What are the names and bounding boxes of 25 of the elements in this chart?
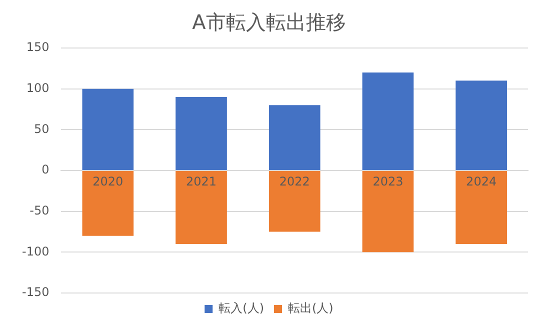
bar <box>456 171 507 244</box>
bar <box>268 105 320 170</box>
bar <box>176 97 227 170</box>
bar <box>268 171 320 232</box>
x-tick-label: 2022 <box>279 174 310 189</box>
y-tick-label: 50 <box>34 122 50 136</box>
y-tick-label: -100 <box>22 244 50 258</box>
bar <box>176 171 227 244</box>
y-tick-label: -50 <box>30 203 50 218</box>
y-tick-label: 0 <box>42 162 50 177</box>
y-tick-label: 150 <box>26 40 50 54</box>
bar <box>456 80 507 170</box>
x-tick-label: 2021 <box>186 174 217 189</box>
x-tick-label: 2020 <box>92 174 124 189</box>
legend-label: 転出(人) <box>288 301 334 316</box>
bar <box>82 88 134 170</box>
legend-label: 転入(人) <box>218 301 264 316</box>
x-tick-label: 2023 <box>372 174 404 189</box>
bar <box>362 171 414 252</box>
x-tick-label: 2024 <box>466 174 497 189</box>
y-tick-label: -150 <box>22 285 50 300</box>
bar <box>362 72 414 170</box>
y-tick-label: 100 <box>26 80 50 95</box>
bar <box>82 171 134 236</box>
chart-title: A市転入転出推移 <box>192 10 346 34</box>
